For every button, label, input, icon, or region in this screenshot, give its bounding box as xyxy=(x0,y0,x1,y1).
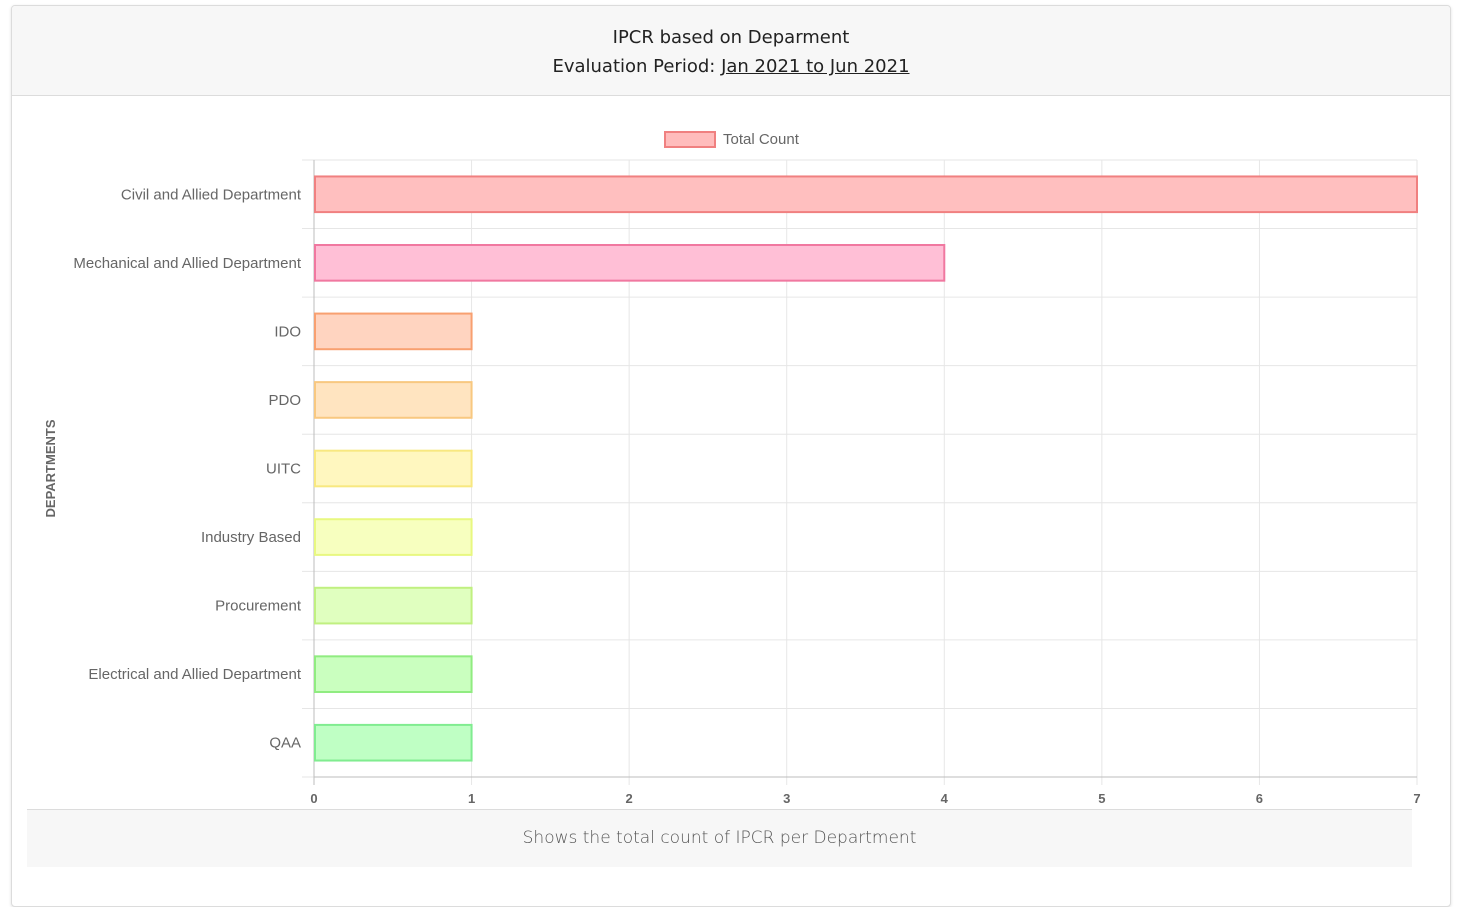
bar xyxy=(314,381,473,419)
chart-caption: Shows the total count of IPCR per Depart… xyxy=(27,809,1412,867)
x-tick-label: 6 xyxy=(1256,791,1263,806)
bar xyxy=(314,586,473,625)
y-tick-label: QAA xyxy=(269,735,301,752)
y-tick-label: UITC xyxy=(266,461,301,478)
period-link[interactable]: Jan 2021 to Jun 2021 xyxy=(721,56,910,77)
y-tick-label: Civil and Allied Department xyxy=(121,186,302,203)
evaluation-period: Evaluation Period: Jan 2021 to Jun 2021 xyxy=(12,56,1450,77)
x-tick-label: 4 xyxy=(941,791,949,806)
y-tick-label: Mechanical and Allied Department xyxy=(73,255,301,272)
y-tick-label: Electrical and Allied Department xyxy=(88,666,301,683)
x-tick-label: 0 xyxy=(310,791,317,806)
y-tick-label: PDO xyxy=(268,392,301,409)
x-tick-label: 1 xyxy=(468,791,475,806)
bar xyxy=(314,518,473,556)
y-axis-title: DEPARTMENTS xyxy=(43,419,58,517)
legend-label: Total Count xyxy=(723,131,800,148)
x-tick-label: 7 xyxy=(1413,791,1420,806)
y-tick-label: Procurement xyxy=(215,598,302,615)
bar xyxy=(314,655,473,693)
bar xyxy=(314,175,1418,214)
x-tick-label: 3 xyxy=(783,791,790,806)
bar xyxy=(314,312,473,351)
chart-card: IPCR based on Deparment Evaluation Perio… xyxy=(11,5,1451,907)
bar xyxy=(314,723,473,762)
card-header: IPCR based on Deparment Evaluation Perio… xyxy=(12,6,1450,96)
x-tick-label: 5 xyxy=(1098,791,1105,806)
bar-chart: 0 1 2 3 4 5 6 7 Civil and Allied Department Mecha… xyxy=(43,131,1421,806)
y-tick-label: Industry Based xyxy=(201,529,301,546)
bar xyxy=(314,449,473,488)
y-tick-label: IDO xyxy=(274,323,301,340)
page-title: IPCR based on Deparment xyxy=(612,27,850,48)
x-tick-label: 2 xyxy=(626,791,633,806)
legend-swatch xyxy=(664,131,716,148)
bar xyxy=(314,244,946,282)
period-label: Evaluation Period: xyxy=(552,56,716,77)
